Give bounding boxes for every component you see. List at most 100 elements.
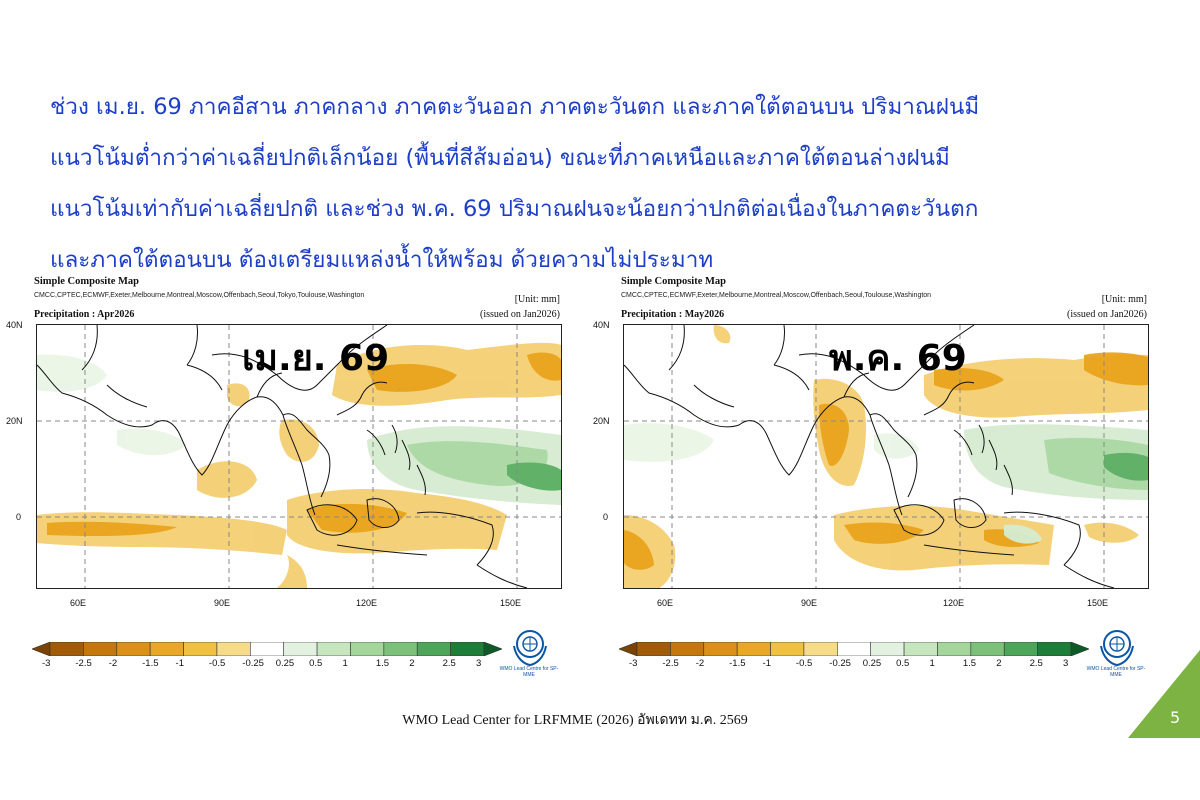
- colorbar-swatch: [32, 642, 51, 656]
- colorbar-tick-label: -2: [108, 658, 118, 669]
- below-normal-core: [47, 352, 561, 537]
- colorbar-swatch: [383, 642, 418, 656]
- lon-label: 120E: [943, 598, 965, 608]
- colorbar-swatch: [1003, 642, 1038, 656]
- page-number: 5: [1170, 708, 1181, 727]
- coastlines: [37, 325, 528, 588]
- colorbar-swatch: [1070, 642, 1089, 656]
- colorbar-swatch: [1037, 642, 1072, 656]
- colorbar-swatch: [183, 642, 218, 656]
- colorbar-tick-label: -0.5: [795, 658, 813, 669]
- colorbar-swatch: [619, 642, 638, 656]
- colorbar-swatch: [837, 642, 871, 656]
- lat-label: 20N: [593, 416, 610, 426]
- colorbar-tick-label: -1.5: [142, 658, 159, 669]
- colorbar-swatch: [83, 642, 118, 656]
- period-label: พ.ค. 69: [829, 338, 967, 379]
- heading-line: และภาคใต้ตอนบน ต้องเตรียมแหล่งน้ำให้พร้อ…: [50, 247, 714, 273]
- lat-label: 40N: [6, 320, 23, 330]
- model-list: CMCC,CPTEC,ECMWF,Exeter,Melbourne,Montre…: [621, 292, 932, 299]
- precip-anomaly-map: พ.ค. 69: [623, 324, 1149, 589]
- lon-label: 60E: [70, 598, 87, 608]
- colorbar-tick-label: -1.5: [729, 658, 746, 669]
- issued-label: (issued on Jan2026): [1067, 309, 1147, 320]
- colorbar-swatch: [149, 642, 184, 656]
- heading-line: แนวโน้มต่ำกว่าค่าเฉลี่ยปกติเล็กน้อย (พื้…: [50, 145, 950, 171]
- colorbar-swatch: [116, 642, 151, 656]
- lat-label: 40N: [593, 320, 610, 330]
- source-footer: WMO Lead Center for LRFMME (2026) อัพเดท…: [402, 713, 748, 728]
- lon-label: 120E: [356, 598, 378, 608]
- variable-label: Precipitation : Apr2026: [34, 309, 135, 320]
- colorbar-swatch: [636, 642, 671, 656]
- wmo-emblem-icon: [1100, 630, 1134, 667]
- page-corner-triangle: [1128, 650, 1200, 738]
- lat-label: 20N: [6, 416, 23, 426]
- colorbar-swatch: [703, 642, 738, 656]
- colorbar-tick-label: 0.5: [896, 658, 910, 669]
- heading-line: ช่วง เม.ย. 69 ภาคอีสาน ภาคกลาง ภาคตะวันอ…: [50, 94, 980, 120]
- colorbar-tick-label: 2: [996, 658, 1002, 669]
- colorbar-tick-label: 2: [409, 658, 415, 669]
- colorbar-swatch: [937, 642, 972, 656]
- lat-lon-gridlines: [37, 325, 561, 588]
- unit-label: [Unit: mm]: [514, 294, 560, 305]
- colorbar-tick-label: -3: [629, 658, 638, 669]
- map-panel-april: Simple Composite Map CMCC,CPTEC,ECMWF,Ex…: [6, 272, 568, 692]
- colorbar-tick-label: -0.25: [829, 658, 851, 669]
- lon-label: 150E: [1087, 598, 1109, 608]
- precip-anomaly-map: เม.ย. 69: [36, 324, 562, 589]
- colorbar-tick-label: 0.5: [309, 658, 323, 669]
- colorbar-tick-label: -0.5: [208, 658, 226, 669]
- colorbar-swatch: [803, 642, 838, 656]
- logo-caption: WMO Lead Centre for SP-MME: [499, 666, 559, 678]
- map-title: Simple Composite Map: [621, 276, 726, 287]
- colorbar-tick-label: 0.25: [275, 658, 295, 669]
- colorbar-tick-label: 3: [476, 658, 482, 669]
- colorbar-swatch: [970, 642, 1005, 656]
- colorbar-swatch: [350, 642, 385, 656]
- period-label: เม.ย. 69: [242, 338, 390, 379]
- colorbar-swatch: [903, 642, 938, 656]
- colorbar-tick-label: 3: [1063, 658, 1069, 669]
- colorbar-swatch: [416, 642, 451, 656]
- colorbar-tick-label: -1: [762, 658, 771, 669]
- colorbar-swatch: [49, 642, 84, 656]
- lat-lon-gridlines: [624, 325, 1148, 588]
- colorbar-tick-label: -2.5: [662, 658, 679, 669]
- colorbar: [619, 642, 1089, 656]
- colorbar-tick-label: 1.5: [962, 658, 977, 669]
- lat-label: 0: [603, 512, 609, 522]
- colorbar-tick-label: 2.5: [442, 658, 456, 669]
- unit-label: [Unit: mm]: [1101, 294, 1147, 305]
- colorbar-tick-label: 1.5: [375, 658, 390, 669]
- wmo-emblem-icon: [513, 630, 547, 667]
- colorbar-tick-label: 1: [929, 658, 935, 669]
- slide-heading: ช่วง เม.ย. 69 ภาคอีสาน ภาคกลาง ภาคตะวันอ…: [50, 82, 1160, 286]
- colorbar-swatch: [870, 642, 905, 656]
- colorbar-swatch: [736, 642, 771, 656]
- heading-line: แนวโน้มเท่ากับค่าเฉลี่ยปกติ และช่วง พ.ค.…: [50, 196, 979, 222]
- colorbar-swatch: [250, 642, 284, 656]
- colorbar-tick-label: 1: [342, 658, 348, 669]
- colorbar-tick-label: -1: [175, 658, 184, 669]
- colorbar-swatch: [770, 642, 805, 656]
- lon-label: 60E: [657, 598, 674, 608]
- colorbar-tick-label: 2.5: [1029, 658, 1043, 669]
- colorbar-swatch: [316, 642, 351, 656]
- colorbar-swatch: [283, 642, 318, 656]
- map-panel-may: Simple Composite Map CMCC,CPTEC,ECMWF,Ex…: [593, 272, 1155, 692]
- colorbar-tick-label: -2: [695, 658, 705, 669]
- colorbar-tick-label: -3: [42, 658, 51, 669]
- logo-caption: WMO Lead Centre for SP-MME: [1086, 666, 1146, 678]
- issued-label: (issued on Jan2026): [480, 309, 560, 320]
- colorbar: [32, 642, 502, 656]
- colorbar-tick-label: -0.25: [242, 658, 264, 669]
- map-title: Simple Composite Map: [34, 276, 139, 287]
- colorbar-tick-label: -2.5: [75, 658, 92, 669]
- lon-label: 150E: [500, 598, 522, 608]
- colorbar-tick-label: 0.25: [862, 658, 882, 669]
- colorbar-swatch: [670, 642, 705, 656]
- coastlines: [624, 325, 1115, 588]
- lat-label: 0: [16, 512, 22, 522]
